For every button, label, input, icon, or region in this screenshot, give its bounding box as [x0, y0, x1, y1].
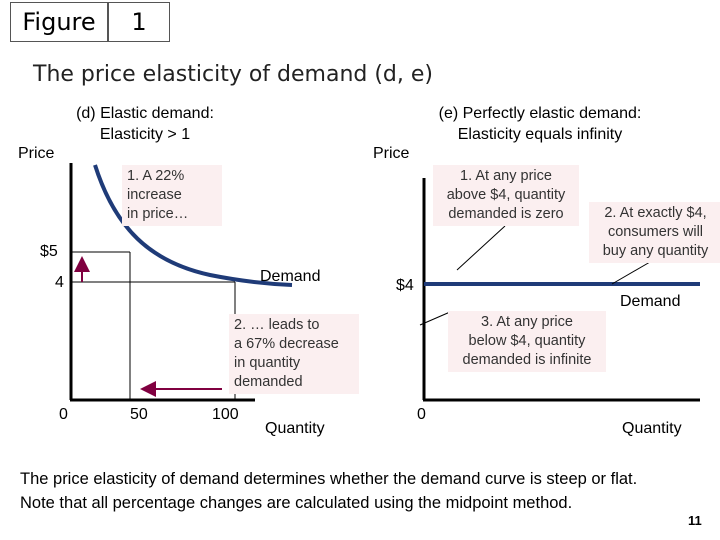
panel-e-y-axis-label: Price: [373, 145, 410, 162]
panel-e-note-exactly: 2. At exactly $4, consumers will buy any…: [589, 202, 720, 263]
figure-label: Figure: [22, 8, 96, 36]
panel-e-price-4: $4: [396, 277, 414, 294]
panel-d-y-axis-label: Price: [18, 145, 55, 162]
panel-e-note-above: 1. At any price above $4, quantity deman…: [433, 165, 579, 226]
panel-e-pointer-2: [611, 261, 651, 285]
panel-d-price-4: 4: [55, 274, 64, 291]
figure-number: 1: [131, 8, 147, 36]
panel-d-q-50: 50: [130, 406, 148, 423]
panel-d-q-100: 100: [212, 406, 239, 423]
panel-e-x-axis-label: Quantity: [622, 420, 682, 437]
panel-e-note-below: 3. At any price below $4, quantity deman…: [448, 311, 606, 372]
panel-d-note-price-increase: 1. A 22% increase in price…: [122, 165, 222, 226]
figure-number-box: 1: [108, 2, 170, 42]
panel-e-pointer-1: [456, 225, 506, 271]
panel-d-note-quantity-decrease: 2. … leads to a 67% decrease in quantity…: [229, 314, 359, 394]
panel-d-demand-curve: [93, 164, 293, 287]
panel-e-q-0: 0: [417, 406, 426, 423]
panel-d-curve-label: Demand: [260, 268, 321, 285]
panel-d-q-0: 0: [59, 406, 68, 423]
panel-e-pointer-3: [419, 311, 451, 326]
panel-d-price-5: $5: [40, 243, 58, 260]
slide-title: The price elasticity of demand (d, e): [33, 62, 433, 87]
panel-d-x-axis-label: Quantity: [265, 420, 325, 437]
page-number: 11: [688, 513, 702, 528]
panel-e-subtitle: (e) Perfectly elastic demand: Elasticity…: [438, 105, 642, 143]
footer-text: The price elasticity of demand determine…: [20, 470, 638, 512]
panel-d-subtitle: (d) Elastic demand: Elasticity > 1: [76, 105, 214, 143]
figure-label-box: Figure: [10, 2, 108, 42]
panel-e-curve-label: Demand: [620, 293, 681, 310]
